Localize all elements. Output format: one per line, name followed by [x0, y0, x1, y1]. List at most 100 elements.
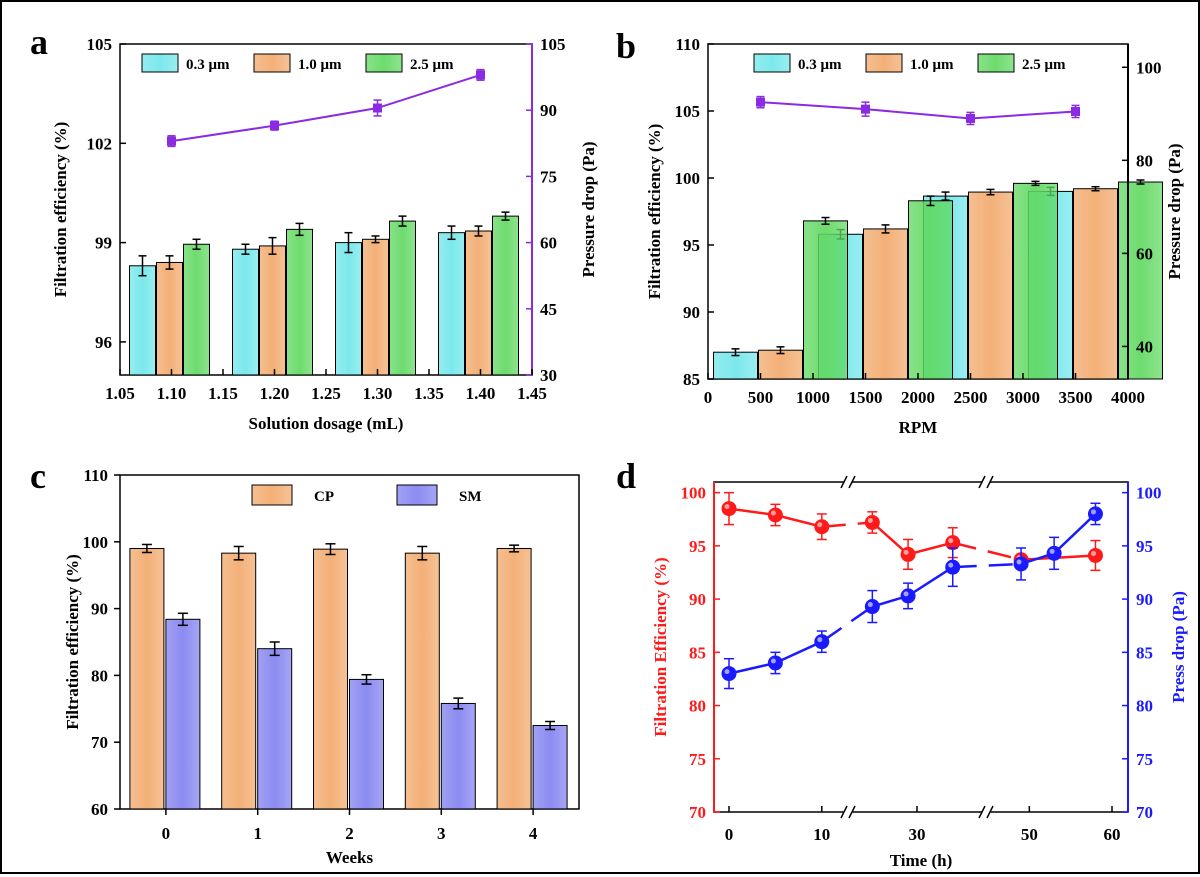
axis-break-mark-1b [848, 805, 856, 819]
point-d-1-2-shine [817, 637, 823, 643]
ylabel-c: Filtration efficiency (%) [63, 554, 82, 730]
point-d-1-5-shine [948, 562, 954, 568]
axis-break-mark-3b [986, 805, 994, 819]
bar-a-0-2 [335, 242, 362, 376]
axis-break-gap-3 [982, 806, 990, 818]
y2tick-label-d-2: 80 [1136, 697, 1153, 716]
legend-swatch-a-0 [141, 53, 179, 73]
bar-a-2-1 [286, 228, 313, 376]
axis-break-mark-3a [978, 805, 986, 819]
bar-c-SM-3 [440, 702, 476, 810]
ytick-label-d-1: 75 [689, 750, 706, 769]
pressure-point-b-3 [1071, 106, 1080, 116]
point-d-0-7-shine [1090, 550, 1096, 556]
point-d-0-4 [900, 546, 916, 562]
bar-c-SM-1 [257, 648, 293, 810]
xtick-label-d-3: 50 [1021, 825, 1038, 844]
point-d-1-3-shine [867, 602, 873, 608]
pressure-point-a-0 [167, 136, 176, 146]
ytick-label-c-4: 100 [83, 533, 109, 552]
xtick-label-b-3: 1500 [849, 388, 883, 407]
point-d-0-0-shine [724, 504, 730, 510]
xlabel-d: Time (h) [890, 851, 953, 870]
bar-c-CP-4 [496, 547, 532, 810]
point-d-0-5-shine [948, 538, 954, 544]
bar-b-1-0 [758, 349, 803, 380]
xtick-label-a-0: 1.05 [105, 384, 135, 403]
bar-a-1-3 [465, 230, 492, 376]
ytick-label-c-0: 60 [91, 800, 108, 819]
xtick-label-d-0: 0 [725, 825, 734, 844]
xtick-label-a-5: 1.30 [363, 384, 393, 403]
point-d-1-6 [1013, 556, 1029, 572]
xtick-label-b-5: 2500 [954, 388, 988, 407]
point-d-0-0 [721, 501, 737, 517]
panel-d-letter: d [616, 456, 636, 496]
xtick-label-b-6: 3000 [1006, 388, 1040, 407]
ylabel-b: Filtration efficiency (%) [645, 124, 664, 300]
ytick-label-b-5: 110 [675, 35, 700, 54]
ytick-label-c-5: 110 [83, 466, 108, 485]
bar-c-SM-0 [165, 618, 201, 810]
legend-swatch-a-1 [253, 53, 291, 73]
ytick-label-a-2: 102 [87, 134, 113, 153]
pressure-point-b-0 [756, 97, 765, 107]
point-d-1-3 [864, 599, 880, 615]
ytick-label-a-0: 96 [95, 333, 112, 352]
ylabel-a: Filtration efficiency (%) [51, 122, 70, 298]
point-d-0-4-shine [903, 549, 909, 555]
y2tick-label-d-4: 90 [1136, 590, 1153, 609]
y2tick-label-d-0: 70 [1136, 803, 1153, 822]
legend-label-a-2: 2.5 μm [410, 57, 454, 73]
xtick-label-b-8: 4000 [1111, 388, 1145, 407]
legend-swatch-c-1 [396, 484, 438, 506]
ytick-label-a-3: 105 [87, 35, 113, 54]
ytick-label-d-2: 80 [689, 697, 706, 716]
y2tick-label-b-3: 100 [1136, 58, 1162, 77]
xlabel-b: RPM [899, 418, 938, 437]
xtick-label-b-0: 0 [704, 388, 713, 407]
y2tick-label-a-5: 105 [540, 35, 566, 54]
legend-swatch-c-0 [251, 484, 293, 506]
y2tick-label-a-1: 45 [540, 300, 557, 319]
xtick-label-b-2: 1000 [796, 388, 830, 407]
legend-label-c-0: CP [314, 489, 334, 505]
xtick-label-c-1: 1 [253, 824, 262, 843]
y2tick-label-d-1: 75 [1136, 750, 1153, 769]
ytick-label-b-1: 90 [683, 303, 700, 322]
bar-a-1-0 [156, 261, 183, 376]
point-d-0-3-shine [867, 517, 873, 523]
point-d-0-3 [864, 514, 880, 530]
point-d-1-1-shine [770, 658, 776, 664]
point-d-1-0-shine [724, 669, 730, 675]
point-d-0-1 [767, 507, 783, 523]
legend-label-b-2: 2.5 μm [1022, 57, 1066, 73]
xtick-label-d-2: 30 [909, 825, 926, 844]
axis-break-mark-2a [978, 475, 986, 489]
y2label-d: Press drop (Pa) [1169, 591, 1188, 703]
ytick-label-b-2: 95 [683, 236, 700, 255]
bar-a-2-2 [389, 220, 416, 376]
bar-c-CP-2 [313, 548, 348, 810]
pressure-point-b-2 [966, 113, 975, 123]
ytick-label-c-3: 90 [91, 600, 108, 619]
y2tick-label-a-3: 75 [540, 167, 557, 186]
xtick-label-a-1: 1.10 [157, 384, 187, 403]
xtick-label-a-2: 1.15 [208, 384, 238, 403]
bar-a-0-3 [438, 232, 465, 376]
point-d-1-8-shine [1090, 509, 1096, 515]
xtick-label-a-4: 1.25 [311, 384, 341, 403]
ylabel-d: Filtration Efficiency (%) [651, 557, 670, 736]
y2label-a: Pressure drop (Pa) [579, 142, 598, 278]
y2tick-label-b-0: 40 [1136, 337, 1153, 356]
xtick-label-c-3: 3 [437, 824, 446, 843]
xtick-label-b-7: 3500 [1059, 388, 1093, 407]
panel-d-frame [713, 481, 1129, 813]
bar-b-1-1 [863, 228, 908, 380]
legend-label-a-1: 1.0 μm [298, 57, 342, 73]
axis-break-mark-1a [840, 805, 848, 819]
y2tick-label-a-4: 90 [540, 101, 557, 120]
point-d-1-7 [1046, 545, 1062, 561]
point-d-0-2 [814, 519, 830, 535]
